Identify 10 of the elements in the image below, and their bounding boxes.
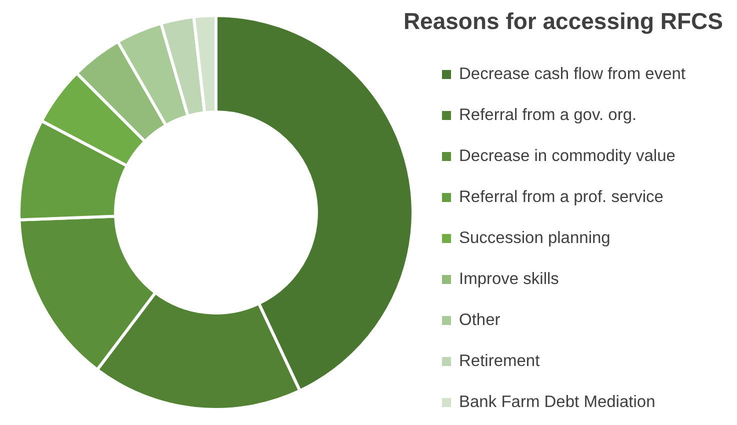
chart-title: Reasons for accessing RFCS <box>403 8 723 35</box>
legend-label: Succession planning <box>459 229 610 248</box>
legend-label: Retirement <box>459 352 540 371</box>
legend-label: Other <box>459 311 500 330</box>
legend-label: Referral from a prof. service <box>459 188 664 207</box>
legend-label: Decrease cash flow from event <box>459 65 686 84</box>
legend-label: Improve skills <box>459 270 559 289</box>
legend-label: Referral from a gov. org. <box>459 106 637 125</box>
legend-label: Bank Farm Debt Mediation <box>459 393 656 412</box>
legend-label: Decrease in commodity value <box>459 147 676 166</box>
